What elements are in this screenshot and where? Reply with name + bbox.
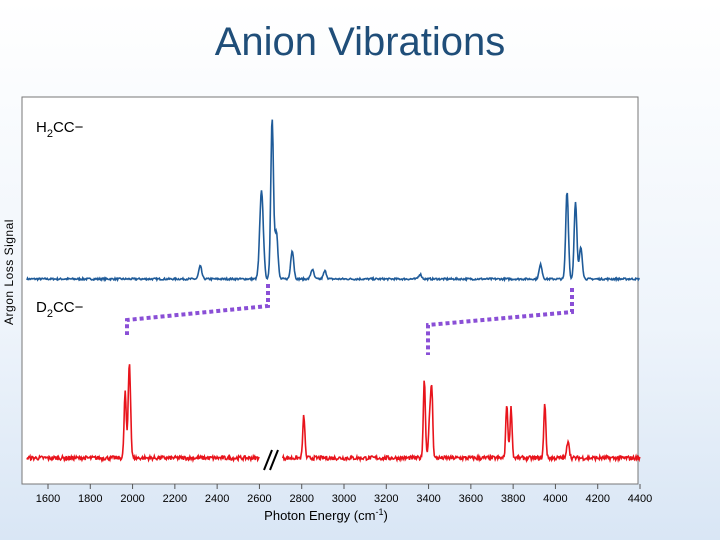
x-tick-label-2800: 2800 (289, 493, 313, 505)
x-axis-label-sup: -1 (375, 507, 383, 517)
x-tick-label-2200: 2200 (163, 493, 187, 505)
x-tick-label-1800: 1800 (78, 493, 102, 505)
x-tick-label-3800: 3800 (501, 493, 525, 505)
x-axis-label-close: ) (383, 508, 387, 523)
axis-break-mark (263, 449, 279, 471)
x-ticks: 1600 1800 2000 2200 2400 2600 2800 3000 3200 3400… (36, 484, 652, 505)
x-tick-label-4200: 4200 (585, 493, 609, 505)
series-line-d2cc-1 (281, 380, 641, 464)
axis-break-stroke-1 (269, 449, 279, 471)
series-label-h2cc: H2CC− (36, 119, 84, 140)
series-line-h2cc-0 (26, 119, 641, 283)
axis-break-stroke-0 (263, 449, 273, 471)
x-tick-label-3400: 3400 (416, 493, 440, 505)
correlation-lines (125, 284, 574, 355)
x-tick-label-2000: 2000 (120, 493, 144, 505)
correlation-line-ch-stretch (426, 288, 574, 355)
series-label-d2cc: D2CC− (36, 299, 84, 320)
slide-title: Anion Vibrations (214, 20, 506, 64)
x-tick-label-3600: 3600 (459, 493, 483, 505)
d2cc-label-main: D (36, 299, 47, 316)
h2cc-label-sub: 2 (47, 128, 53, 140)
x-tick-label-3200: 3200 (374, 493, 398, 505)
x-tick-label-4000: 4000 (543, 493, 567, 505)
h2cc-label-main: H (36, 119, 47, 136)
series-line-d2cc-0 (26, 364, 260, 464)
x-axis-label: Photon Energy (cm-1) (264, 507, 388, 523)
x-tick-label-2400: 2400 (205, 493, 229, 505)
series-layer (26, 119, 641, 464)
x-tick-label-2600: 2600 (247, 493, 271, 505)
h2cc-label-rest: CC− (53, 119, 84, 136)
x-tick-label-4400: 4400 (628, 493, 652, 505)
y-axis-label: Argon Loss Signal (2, 219, 16, 325)
correlation-line-cc-stretch (125, 284, 270, 335)
d2cc-label-rest: CC− (53, 299, 84, 316)
x-axis-label-main: Photon Energy (cm (264, 508, 375, 523)
x-tick-label-1600: 1600 (36, 493, 60, 505)
d2cc-label-sub: 2 (47, 308, 53, 320)
x-tick-label-3000: 3000 (332, 493, 356, 505)
